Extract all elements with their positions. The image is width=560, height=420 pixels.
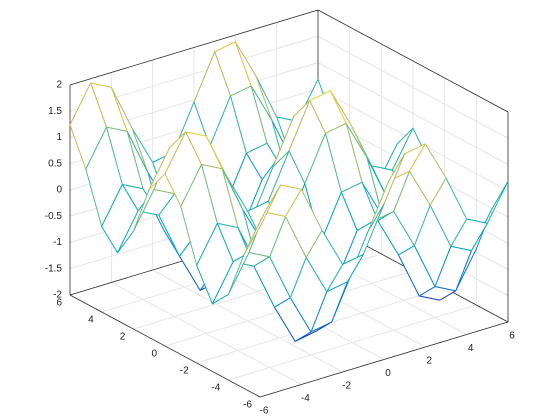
x-tick-label: 4 bbox=[468, 343, 474, 354]
axis-line bbox=[69, 9, 319, 86]
x-tick-label: 6 bbox=[509, 331, 515, 342]
z-tick-label: 1.5 bbox=[48, 106, 62, 117]
y-tick-label: 6 bbox=[56, 298, 62, 309]
z-tick-label: 2 bbox=[56, 80, 62, 91]
y-tick-label: 0 bbox=[151, 349, 157, 360]
y-tick-label: -2 bbox=[180, 366, 189, 377]
z-tick-label: 0.5 bbox=[48, 158, 62, 169]
z-tick-label: 1 bbox=[56, 132, 62, 143]
z-tick-label: -0.5 bbox=[45, 211, 63, 222]
x-tick-label: 0 bbox=[385, 368, 391, 379]
axis-line bbox=[69, 294, 261, 398]
z-tick-label: -2 bbox=[53, 290, 62, 301]
axis-line bbox=[259, 321, 509, 398]
z-tick-label: 0 bbox=[56, 185, 62, 196]
x-tick-label: -6 bbox=[260, 406, 269, 417]
grid-line bbox=[228, 304, 477, 381]
x-tick-label: 2 bbox=[427, 356, 433, 367]
y-tick-label: 4 bbox=[88, 315, 94, 326]
grid-line bbox=[317, 62, 509, 165]
axis-line bbox=[317, 9, 509, 113]
y-tick-label: -4 bbox=[211, 383, 220, 394]
x-tick-label: -4 bbox=[301, 393, 310, 404]
z-tick-label: -1.5 bbox=[45, 263, 63, 274]
x-tick-label: -2 bbox=[342, 381, 351, 392]
mesh-cell bbox=[243, 184, 282, 255]
y-tick-label: 2 bbox=[120, 332, 126, 343]
grid-line bbox=[317, 35, 509, 139]
z-tick-label: -1 bbox=[53, 237, 62, 248]
y-tick-label: -6 bbox=[243, 400, 252, 411]
